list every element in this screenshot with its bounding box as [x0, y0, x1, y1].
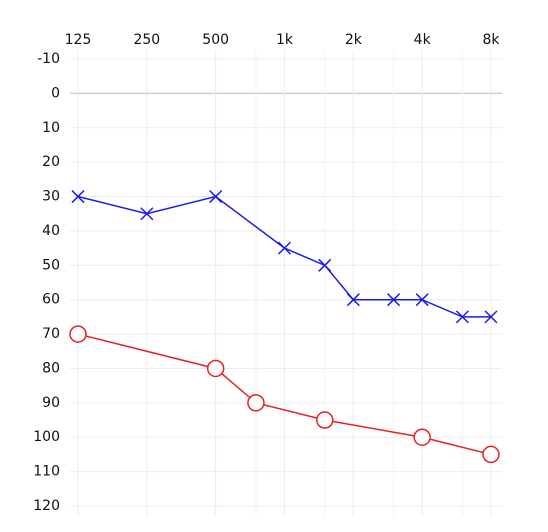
y-tick-label: 0: [51, 85, 60, 101]
y-tick-label: 80: [42, 360, 60, 376]
y-tick-label: 50: [42, 257, 60, 273]
marker: [413, 428, 431, 446]
marker: [387, 293, 401, 307]
marker: [71, 190, 85, 204]
y-tick-label: 30: [42, 189, 60, 205]
marker: [484, 310, 498, 324]
y-tick-label: 120: [33, 498, 60, 514]
x-tick-label: 250: [133, 32, 160, 48]
marker: [206, 359, 225, 378]
y-tick-label: -10: [37, 51, 60, 67]
x-tick-label: 8k: [482, 32, 500, 48]
marker: [318, 258, 332, 272]
marker: [415, 293, 429, 307]
y-tick-label: 110: [33, 464, 60, 480]
marker: [209, 190, 223, 204]
y-tick-label: 10: [42, 120, 60, 136]
y-tick-label: 100: [33, 429, 60, 445]
x-tick-label: 500: [202, 32, 229, 48]
y-tick-label: 20: [42, 154, 60, 170]
series-line: [77, 333, 492, 456]
y-tick-label: 60: [42, 292, 60, 308]
x-tick-label: 2k: [345, 32, 363, 48]
x-tick-label: 4k: [414, 32, 432, 48]
marker: [482, 445, 500, 464]
marker: [69, 325, 87, 343]
y-tick-label: 90: [42, 395, 60, 411]
y-tick-label: 70: [42, 326, 60, 342]
x-tick-label: 125: [65, 32, 92, 48]
marker: [316, 411, 334, 429]
marker: [346, 293, 360, 307]
x-tick-label: 1k: [276, 32, 294, 48]
marker: [247, 394, 265, 412]
y-tick-label: 40: [42, 223, 60, 239]
marker: [455, 310, 469, 324]
marker: [140, 207, 154, 221]
series-line: [77, 195, 491, 318]
marker: [277, 241, 292, 255]
